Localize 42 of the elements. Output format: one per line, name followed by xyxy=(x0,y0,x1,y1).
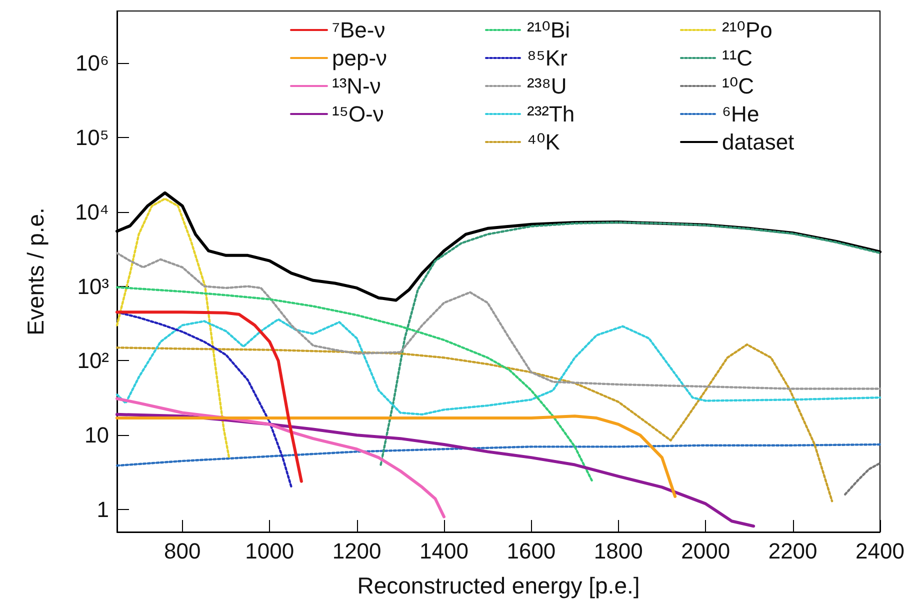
x-tick-label: 1600 xyxy=(506,538,556,564)
legend-label: ²³⁸U xyxy=(527,74,567,98)
y-axis-title: Events / p.e. xyxy=(22,208,48,336)
line-series xyxy=(380,221,882,466)
line-series xyxy=(844,462,882,496)
line-series xyxy=(116,318,882,416)
legend-label: ⁴⁰K xyxy=(527,130,560,154)
legend-label: ¹⁵O-ν xyxy=(332,102,384,126)
legend-label: ²³²Th xyxy=(527,102,575,126)
y-tick-label: 10² xyxy=(77,348,109,374)
legend-label: dataset xyxy=(722,130,794,154)
x-tick-label: 2200 xyxy=(768,538,818,564)
legend-label: ¹¹C xyxy=(722,46,753,70)
line-series xyxy=(116,252,882,390)
y-tick-label: 10 xyxy=(84,422,109,448)
y-tick-label: 1 xyxy=(96,497,109,522)
legend-label: ¹⁰C xyxy=(722,74,754,98)
y-tick-label: 10⁵ xyxy=(75,124,109,150)
line-series xyxy=(116,397,446,518)
legend-label: ¹³N-ν xyxy=(332,74,381,98)
legend-label: ⁷Be-ν xyxy=(332,18,386,42)
legend-label: pep-ν xyxy=(332,46,388,70)
x-tick-label: 1800 xyxy=(594,538,643,564)
x-tick-label: 1200 xyxy=(332,538,382,564)
legend-label: ⁸⁵Kr xyxy=(527,46,568,70)
line-series xyxy=(116,286,594,482)
line-series xyxy=(116,343,834,502)
x-axis-title: Reconstructed energy [p.e.] xyxy=(357,572,640,598)
legend-label: ⁶He xyxy=(722,102,760,126)
x-tick-label: 1400 xyxy=(420,538,468,564)
y-tick-label: 10⁶ xyxy=(75,50,109,76)
line-series xyxy=(116,198,230,459)
legend-label: ²¹⁰Po xyxy=(722,18,772,42)
line-series xyxy=(116,443,882,467)
line-series xyxy=(116,414,677,498)
x-tick-label: 800 xyxy=(164,538,201,564)
x-tick-label: 1000 xyxy=(245,538,294,564)
y-tick-label: 10⁴ xyxy=(75,199,109,224)
x-tick-label: 2000 xyxy=(681,538,730,564)
x-tick-label: 2400 xyxy=(856,538,904,564)
legend-label: ²¹⁰Bi xyxy=(527,18,570,42)
y-tick-label: 10³ xyxy=(77,274,109,299)
